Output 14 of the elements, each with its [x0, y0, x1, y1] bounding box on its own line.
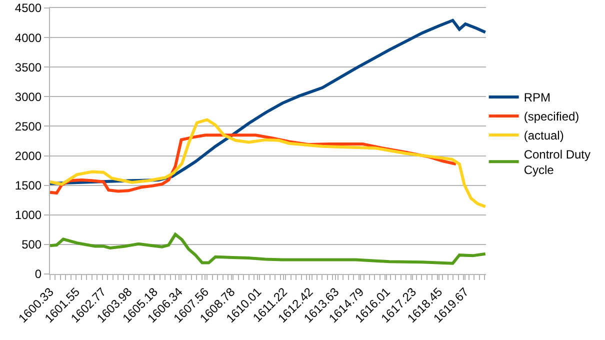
- legend-label: Control Duty Cycle: [524, 147, 591, 178]
- legend-label: (specified): [524, 110, 580, 124]
- y-tick-label: 4000: [14, 30, 42, 45]
- y-tick-label: 3500: [14, 60, 42, 74]
- y-tick-label: 1500: [14, 178, 42, 193]
- y-tick-label: 1000: [14, 208, 42, 222]
- y-tick-label: 0: [34, 267, 42, 282]
- y-tick-label: 500: [22, 238, 42, 252]
- y-tick-label: 2000: [14, 148, 42, 163]
- legend-label: RPM: [524, 90, 550, 105]
- y-tick-label: 3000: [14, 90, 42, 104]
- y-tick-label: 4500: [14, 1, 42, 16]
- y-tick-label: 2500: [14, 119, 42, 134]
- legend-label: (actual): [524, 128, 564, 143]
